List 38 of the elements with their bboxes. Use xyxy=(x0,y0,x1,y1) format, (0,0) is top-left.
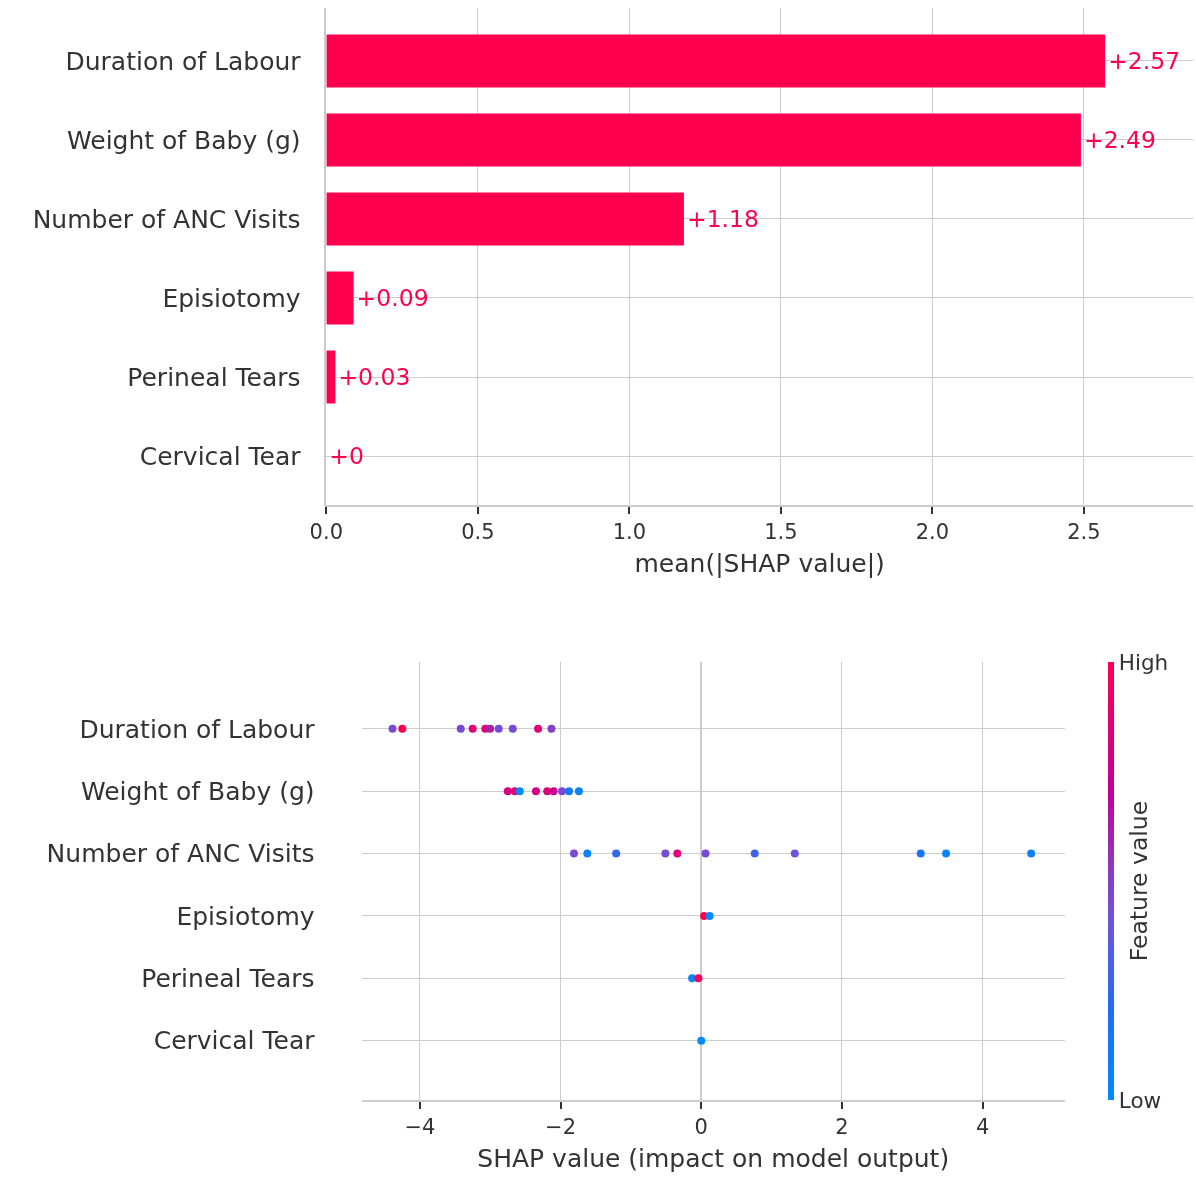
x-tick-label: 4 xyxy=(975,1114,990,1139)
data-label: +0 xyxy=(329,442,364,471)
color-bar-label: High xyxy=(1118,649,1169,675)
x-tick-label: 2 xyxy=(835,1114,849,1139)
y-tick-label: Perineal Tears xyxy=(141,964,315,994)
y-tick-label: Number of ANC Visits xyxy=(32,204,301,234)
y-tick-label: Perineal Tears xyxy=(127,362,301,392)
x-axis-title: SHAP value (impact on model output) xyxy=(477,1144,950,1174)
y-tick-label: Weight of Baby (g) xyxy=(81,776,315,806)
data-label: +2.57 xyxy=(1108,46,1181,75)
x-axis-title: mean(|SHAP value|) xyxy=(634,549,885,579)
x-tick-label: −4 xyxy=(404,1114,436,1139)
y-tick-label: Weight of Baby (g) xyxy=(67,125,301,155)
x-tick-label: −2 xyxy=(545,1114,577,1139)
x-tick-label: 2.0 xyxy=(915,519,950,544)
bar xyxy=(326,113,1081,167)
y-tick-label: Cervical Tear xyxy=(139,441,302,471)
y-tick-label: Number of ANC Visits xyxy=(46,839,315,869)
data-label: +1.18 xyxy=(686,204,759,233)
color-bar-label: Low xyxy=(1118,1087,1162,1113)
y-tick-label: Episiotomy xyxy=(162,283,301,313)
y-tick-label: Episiotomy xyxy=(176,901,315,931)
data-label: +0.09 xyxy=(356,283,429,312)
y-tick-label: Duration of Labour xyxy=(79,714,316,744)
x-tick-label: 0.0 xyxy=(309,519,344,544)
bar xyxy=(326,271,354,325)
y-tick-label: Cervical Tear xyxy=(153,1026,316,1056)
y-tick-label: Duration of Labour xyxy=(65,46,302,76)
data-label: +2.49 xyxy=(1083,125,1156,154)
data-label: +0.03 xyxy=(338,363,411,391)
x-tick-label: 0.5 xyxy=(461,519,495,544)
bar xyxy=(326,34,1106,88)
x-tick-label: 0 xyxy=(694,1114,708,1139)
x-tick-label: 1.0 xyxy=(612,519,647,544)
bar xyxy=(326,192,684,246)
x-tick-label: 2.5 xyxy=(1067,519,1101,544)
color-bar-title: Feature value xyxy=(1125,800,1154,962)
x-tick-label: 1.5 xyxy=(764,519,798,544)
